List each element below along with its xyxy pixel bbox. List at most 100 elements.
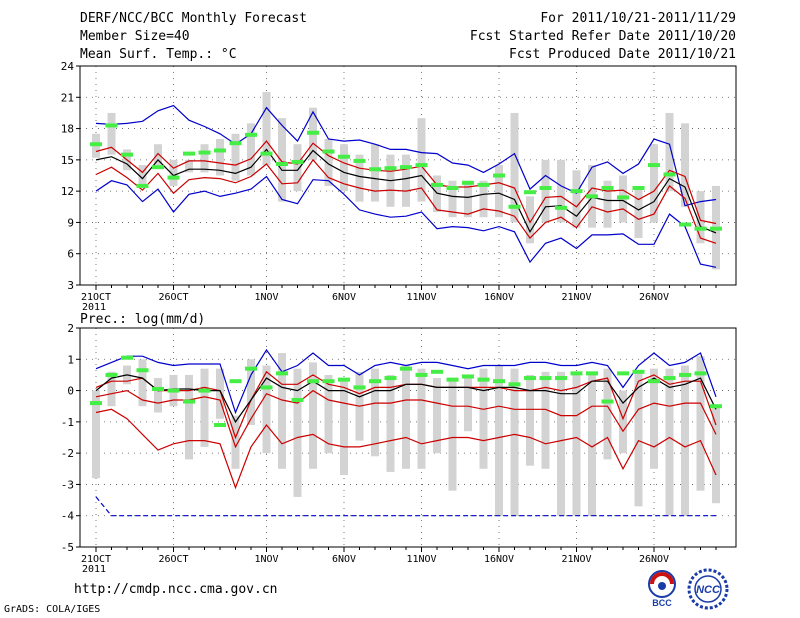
spread-box <box>371 368 379 457</box>
ensemble-marker <box>539 376 552 381</box>
spread-box <box>603 368 612 460</box>
ensemble-marker <box>663 376 676 381</box>
spread-box <box>107 371 116 407</box>
ensemble-marker <box>400 366 412 371</box>
spread-box <box>572 374 581 516</box>
x-tick-label: 26NOV <box>639 292 669 303</box>
series-line-max <box>95 348 717 415</box>
spread-box <box>138 359 147 407</box>
y-tick-label: 18 <box>61 123 74 136</box>
spread-box <box>371 144 379 202</box>
ensemble-marker <box>353 158 366 163</box>
ensemble-marker <box>338 154 350 159</box>
series-line-min <box>95 496 716 517</box>
ensemble-marker <box>152 387 164 392</box>
spread-box <box>417 368 426 469</box>
series-line-min <box>95 175 717 268</box>
series-line-max <box>95 104 717 207</box>
ensemble-marker <box>121 355 133 360</box>
year-label: 2011 <box>82 302 106 313</box>
spread-box <box>448 180 457 218</box>
spread-box <box>696 356 705 491</box>
ensemble-marker <box>632 186 645 191</box>
ensemble-marker <box>508 382 521 387</box>
spread-box <box>681 123 689 207</box>
spread-box <box>510 368 519 516</box>
ensemble-marker <box>136 368 149 373</box>
y-tick-label: 24 <box>61 60 75 73</box>
spread-box <box>231 133 240 181</box>
ensemble-marker <box>400 165 412 170</box>
ensemble-marker <box>632 369 645 374</box>
x-tick-label: 21OCT <box>81 292 111 303</box>
y-tick-label: 9 <box>67 216 74 229</box>
series-line-lower <box>95 158 717 244</box>
spread-box <box>495 165 503 218</box>
ensemble-marker <box>152 165 164 170</box>
ensemble-marker <box>446 186 459 191</box>
ensemble-marker <box>694 226 707 231</box>
ensemble-marker <box>431 369 443 374</box>
x-tick-label: 1NOV <box>254 554 278 565</box>
spread-box <box>665 112 674 192</box>
series-line-p10 <box>95 408 717 490</box>
spread-box <box>386 374 395 472</box>
ensemble-marker <box>663 172 676 177</box>
ensemble-marker <box>198 388 211 393</box>
ensemble-marker <box>415 372 428 377</box>
spread-box <box>417 118 426 202</box>
spread-box <box>216 368 224 419</box>
bcc-logo-arc <box>650 572 674 585</box>
spread-box <box>588 371 596 516</box>
ensemble-marker <box>183 151 195 156</box>
spread-box <box>541 159 550 223</box>
spread-box <box>200 368 209 447</box>
forecast-period: For 2011/10/21-2011/11/29 <box>540 11 736 26</box>
x-tick-label: 6NOV <box>332 554 356 565</box>
grads-credit: GrADS: COLA/IGES <box>4 604 101 615</box>
ensemble-marker <box>462 180 474 185</box>
y-tick-label: 3 <box>67 279 74 292</box>
spread-box <box>293 144 302 192</box>
spread-box <box>650 368 658 469</box>
spread-box <box>247 359 255 425</box>
spread-box <box>479 180 488 218</box>
x-tick-label: 26OCT <box>158 292 188 303</box>
spread-box <box>495 365 503 516</box>
spread-box <box>185 374 193 460</box>
ensemble-marker <box>369 167 381 172</box>
ensemble-marker <box>322 149 335 154</box>
ensemble-marker <box>384 166 397 171</box>
x-tick-label: 6NOV <box>332 292 356 303</box>
spread-box <box>278 353 286 469</box>
ensemble-marker <box>353 385 366 390</box>
ensemble-marker <box>338 377 350 382</box>
spread-box <box>216 139 224 176</box>
variable-label: Mean Surf. Temp.: °C <box>80 47 237 62</box>
y-tick-label: 12 <box>61 185 74 198</box>
ensemble-marker <box>539 186 552 191</box>
ensemble-marker <box>260 385 273 390</box>
spread-box <box>92 390 100 479</box>
bcc-logo-dot <box>658 582 666 590</box>
ensemble-marker <box>291 159 304 164</box>
spread-box <box>479 368 488 469</box>
source-url[interactable]: http://cmdp.ncc.cma.gov.cn <box>74 582 278 597</box>
ensemble-marker <box>555 205 567 210</box>
ensemble-marker <box>183 399 195 404</box>
y-tick-label: -3 <box>61 478 74 491</box>
plot-frame <box>79 327 737 548</box>
ensemble-marker <box>508 204 521 209</box>
ncc-logo: NCC <box>687 568 729 610</box>
spread-box <box>572 170 581 228</box>
spread-box <box>262 92 271 166</box>
spread-box <box>324 139 333 186</box>
member-size: Member Size=40 <box>80 29 190 44</box>
spread-box <box>231 415 240 469</box>
ncc-logo-text: NCC <box>696 584 721 596</box>
spread-box <box>526 196 534 244</box>
x-tick-label: 16NOV <box>484 554 514 565</box>
spread-box <box>324 374 333 454</box>
ensemble-marker <box>493 379 505 384</box>
ensemble-marker <box>524 190 536 195</box>
